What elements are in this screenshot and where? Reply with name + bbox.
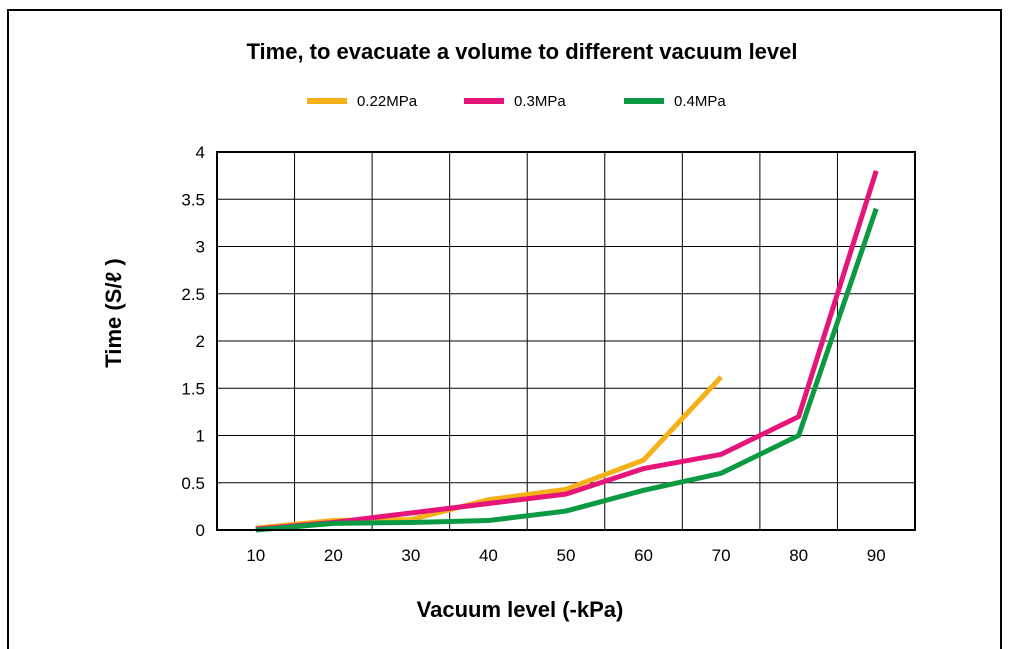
series-lines bbox=[255, 170, 879, 533]
grid bbox=[216, 151, 916, 531]
legend-item: 0.3MPa bbox=[464, 93, 566, 110]
y-tick-label: 1.5 bbox=[181, 379, 205, 398]
y-tick-label: 0 bbox=[196, 521, 205, 540]
series-line-0.3MPa bbox=[255, 170, 879, 532]
y-tick-label: 0.5 bbox=[181, 474, 205, 493]
y-tick-label: 4 bbox=[196, 143, 205, 162]
legend-label: 0.4MPa bbox=[674, 93, 726, 110]
legend-item: 0.4MPa bbox=[624, 93, 726, 110]
x-tick-label: 30 bbox=[401, 546, 420, 565]
x-tick-label: 70 bbox=[712, 546, 731, 565]
x-axis-ticks: 10 20 30 40 50 60 70 80 90 bbox=[246, 546, 885, 565]
x-tick-label: 90 bbox=[867, 546, 886, 565]
legend: 0.22MPa 0.3MPa 0.4MPa bbox=[307, 93, 726, 110]
x-tick-label: 10 bbox=[246, 546, 265, 565]
x-tick-label: 20 bbox=[324, 546, 343, 565]
y-tick-label: 2 bbox=[196, 332, 205, 351]
legend-label: 0.3MPa bbox=[514, 93, 566, 110]
y-tick-label: 3.5 bbox=[181, 190, 205, 209]
legend-item: 0.22MPa bbox=[307, 93, 418, 110]
y-tick-label: 2.5 bbox=[181, 285, 205, 304]
x-tick-label: 80 bbox=[789, 546, 808, 565]
x-axis-title: Vacuum level (-kPa) bbox=[417, 597, 624, 622]
y-tick-label: 3 bbox=[196, 238, 205, 257]
x-tick-label: 40 bbox=[479, 546, 498, 565]
chart-title: Time, to evacuate a volume to different … bbox=[247, 39, 798, 64]
legend-label: 0.22MPa bbox=[357, 93, 418, 110]
y-axis-title: Time (S/ℓ ) bbox=[101, 258, 126, 367]
chart-frame bbox=[7, 9, 1002, 649]
plot-border bbox=[216, 151, 916, 531]
x-tick-label: 50 bbox=[557, 546, 576, 565]
series-line-0.4MPa bbox=[255, 207, 879, 533]
y-axis-ticks: 0 0.5 1 1.5 2 2.5 3 3.5 4 bbox=[181, 143, 205, 540]
y-tick-label: 1 bbox=[196, 427, 205, 446]
x-tick-label: 60 bbox=[634, 546, 653, 565]
